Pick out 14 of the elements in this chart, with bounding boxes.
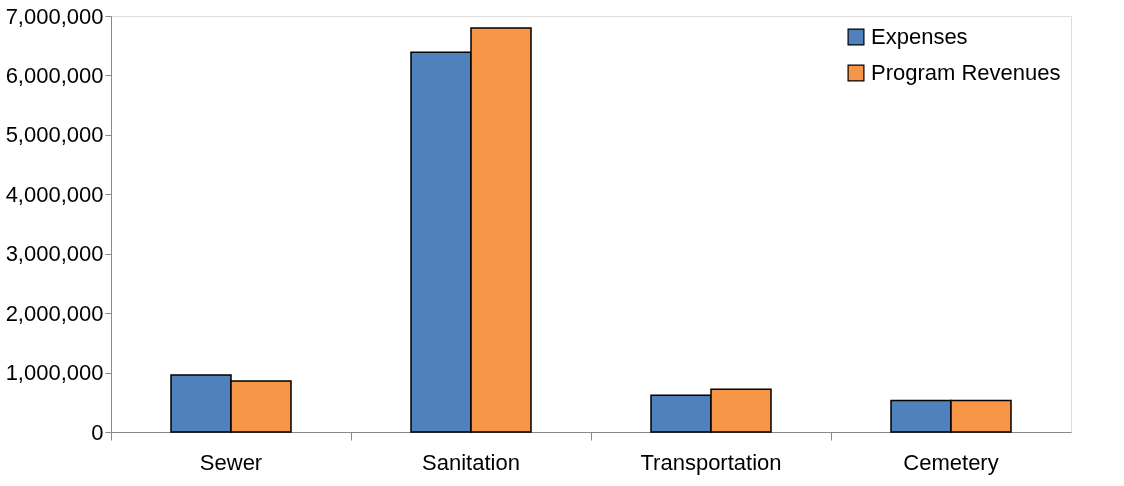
y-tick-label: 7,000,000 [5, 3, 104, 29]
y-tick-label: 0 [91, 419, 104, 445]
y-tick-label: 2,000,000 [5, 300, 104, 326]
y-tick-label: 3,000,000 [5, 241, 104, 267]
y-tick-label: 4,000,000 [5, 181, 104, 207]
y-tick-label: 1,000,000 [5, 360, 104, 386]
x-tick-label: Sewer [199, 449, 263, 475]
legend-label: Expenses [871, 24, 968, 49]
x-tick-label: Transportation [640, 449, 782, 475]
y-tick-label: 5,000,000 [5, 122, 104, 148]
legend-label: Program Revenues [871, 60, 1061, 85]
y-tick-label: 6,000,000 [5, 62, 104, 88]
x-tick-label: Cemetery [903, 449, 999, 475]
x-tick-label: Sanitation [422, 449, 520, 475]
